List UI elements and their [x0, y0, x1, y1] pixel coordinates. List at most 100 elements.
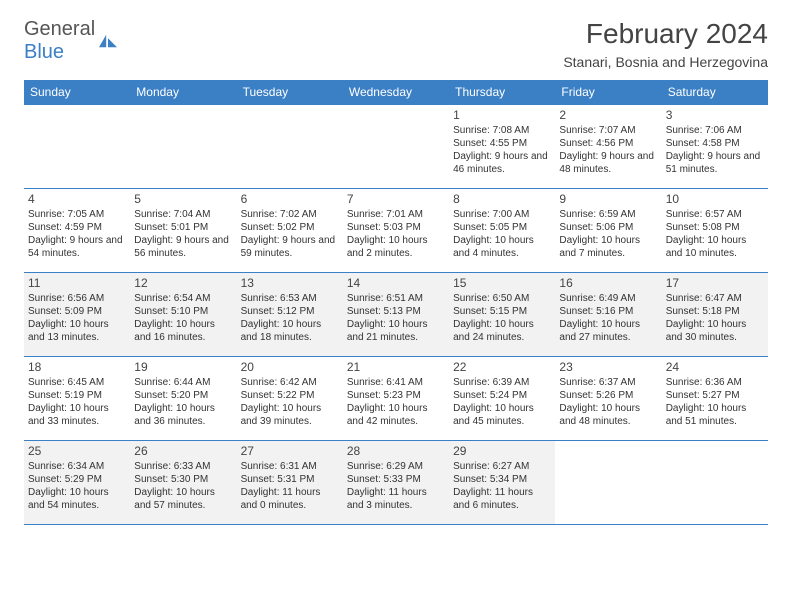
day-number: 17 — [666, 276, 764, 291]
day-number: 1 — [453, 108, 551, 123]
info-line: Sunrise: 6:59 AM — [559, 209, 657, 222]
calendar-body: 1Sunrise: 7:08 AMSunset: 4:55 PMDaylight… — [24, 105, 768, 525]
day-info: Sunrise: 6:56 AMSunset: 5:09 PMDaylight:… — [28, 293, 126, 344]
info-line: Daylight: 10 hours and 7 minutes. — [559, 235, 657, 261]
calendar-cell — [343, 105, 449, 189]
weekday-header: Wednesday — [343, 80, 449, 105]
calendar-cell: 2Sunrise: 7:07 AMSunset: 4:56 PMDaylight… — [555, 105, 661, 189]
info-line: Sunset: 5:06 PM — [559, 222, 657, 235]
info-line: Sunset: 5:24 PM — [453, 390, 551, 403]
info-line: Sunrise: 7:04 AM — [134, 209, 232, 222]
info-line: Sunrise: 6:31 AM — [241, 461, 339, 474]
calendar-cell — [130, 105, 236, 189]
day-number: 4 — [28, 192, 126, 207]
calendar-cell: 29Sunrise: 6:27 AMSunset: 5:34 PMDayligh… — [449, 441, 555, 525]
info-line: Sunset: 5:05 PM — [453, 222, 551, 235]
day-info: Sunrise: 6:29 AMSunset: 5:33 PMDaylight:… — [347, 461, 445, 512]
day-number: 27 — [241, 444, 339, 459]
day-number: 25 — [28, 444, 126, 459]
day-number: 19 — [134, 360, 232, 375]
day-info: Sunrise: 6:37 AMSunset: 5:26 PMDaylight:… — [559, 377, 657, 428]
weekday-header: Monday — [130, 80, 236, 105]
calendar-cell: 19 Sunrise: 6:44 AMSunset: 5:20 PMDayligh… — [130, 357, 236, 441]
info-line: Sunset: 5:08 PM — [666, 222, 764, 235]
info-line: Sunrise: 6:44 AM — [134, 377, 232, 390]
info-line: Sunset: 5:34 PM — [453, 474, 551, 487]
info-line: Daylight: 10 hours and 4 minutes. — [453, 235, 551, 261]
day-number: 15 — [453, 276, 551, 291]
calendar-cell: 11Sunrise: 6:56 AMSunset: 5:09 PMDayligh… — [24, 273, 130, 357]
info-line: Sunrise: 6:53 AM — [241, 293, 339, 306]
day-number: 26 — [134, 444, 232, 459]
day-number: 9 — [559, 192, 657, 207]
info-line: Sunrise: 7:07 AM — [559, 125, 657, 138]
info-line: Sunrise: 7:05 AM — [28, 209, 126, 222]
info-line: Sunrise: 6:34 AM — [28, 461, 126, 474]
calendar-cell — [555, 441, 661, 525]
calendar-cell: 28Sunrise: 6:29 AMSunset: 5:33 PMDayligh… — [343, 441, 449, 525]
calendar-week: 4Sunrise: 7:05 AMSunset: 4:59 PMDaylight… — [24, 189, 768, 273]
calendar-cell: 12Sunrise: 6:54 AMSunset: 5:10 PMDayligh… — [130, 273, 236, 357]
info-line: Sunset: 5:12 PM — [241, 306, 339, 319]
info-line: Sunset: 5:30 PM — [134, 474, 232, 487]
info-line: Daylight: 11 hours and 3 minutes. — [347, 487, 445, 513]
day-info: Sunrise: 6:27 AMSunset: 5:34 PMDaylight:… — [453, 461, 551, 512]
day-number: 2 — [559, 108, 657, 123]
info-line: Sunset: 5:18 PM — [666, 306, 764, 319]
brand-word1: General — [24, 18, 95, 40]
header: General Blue February 2024 Stanari, Bosn… — [24, 18, 768, 70]
month-title: February 2024 — [563, 18, 768, 50]
weekday-header: Sunday — [24, 80, 130, 105]
info-line: Daylight: 10 hours and 48 minutes. — [559, 403, 657, 429]
info-line: Sunset: 5:23 PM — [347, 390, 445, 403]
info-line: Sunset: 5:09 PM — [28, 306, 126, 319]
info-line: Sunset: 5:20 PM — [134, 390, 232, 403]
calendar-cell: 8Sunrise: 7:00 AMSunset: 5:05 PMDaylight… — [449, 189, 555, 273]
calendar-cell: 25Sunrise: 6:34 AMSunset: 5:29 PMDayligh… — [24, 441, 130, 525]
info-line: Daylight: 10 hours and 42 minutes. — [347, 403, 445, 429]
info-line: Daylight: 10 hours and 16 minutes. — [134, 319, 232, 345]
calendar-cell: 24Sunrise: 6:36 AMSunset: 5:27 PMDayligh… — [662, 357, 768, 441]
calendar-cell — [662, 441, 768, 525]
info-line: Sunset: 5:19 PM — [28, 390, 126, 403]
info-line: Daylight: 9 hours and 51 minutes. — [666, 151, 764, 177]
day-info: Sunrise: 6:39 AMSunset: 5:24 PMDaylight:… — [453, 377, 551, 428]
info-line: Daylight: 10 hours and 27 minutes. — [559, 319, 657, 345]
info-line: Daylight: 10 hours and 33 minutes. — [28, 403, 126, 429]
info-line: Sunset: 4:56 PM — [559, 138, 657, 151]
calendar-cell: 9 Sunrise: 6:59 AMSunset: 5:06 PMDaylight… — [555, 189, 661, 273]
day-info: Sunrise: 7:00 AMSunset: 5:05 PMDaylight:… — [453, 209, 551, 260]
location: Stanari, Bosnia and Herzegovina — [563, 54, 768, 70]
info-line: Daylight: 9 hours and 56 minutes. — [134, 235, 232, 261]
calendar-cell: 20Sunrise: 6:42 AMSunset: 5:22 PMDayligh… — [237, 357, 343, 441]
day-info: Sunrise: 7:01 AMSunset: 5:03 PMDaylight:… — [347, 209, 445, 260]
calendar-cell: 16Sunrise: 6:49 AMSunset: 5:16 PMDayligh… — [555, 273, 661, 357]
day-number: 5 — [134, 192, 232, 207]
weekday-header: Tuesday — [237, 80, 343, 105]
info-line: Daylight: 10 hours and 30 minutes. — [666, 319, 764, 345]
info-line: Sunrise: 6:50 AM — [453, 293, 551, 306]
day-info: Sunrise: 6:41 AMSunset: 5:23 PMDaylight:… — [347, 377, 445, 428]
day-info: Sunrise: 6:49 AMSunset: 5:16 PMDaylight:… — [559, 293, 657, 344]
info-line: Sunrise: 6:37 AM — [559, 377, 657, 390]
day-info: Sunrise: 6:59 AMSunset: 5:06 PMDaylight:… — [559, 209, 657, 260]
info-line: Sunrise: 7:08 AM — [453, 125, 551, 138]
calendar-cell — [237, 105, 343, 189]
info-line: Daylight: 10 hours and 36 minutes. — [134, 403, 232, 429]
info-line: Sunset: 5:13 PM — [347, 306, 445, 319]
info-line: Sunrise: 6:56 AM — [28, 293, 126, 306]
calendar-cell — [24, 105, 130, 189]
calendar-cell: 18Sunrise: 6:45 AMSunset: 5:19 PMDayligh… — [24, 357, 130, 441]
info-line: Sunset: 5:03 PM — [347, 222, 445, 235]
day-number: 13 — [241, 276, 339, 291]
info-line: Sunrise: 7:01 AM — [347, 209, 445, 222]
info-line: Sunset: 5:22 PM — [241, 390, 339, 403]
info-line: Daylight: 10 hours and 45 minutes. — [453, 403, 551, 429]
calendar-week: 1Sunrise: 7:08 AMSunset: 4:55 PMDaylight… — [24, 105, 768, 189]
info-line: Daylight: 10 hours and 57 minutes. — [134, 487, 232, 513]
day-info: Sunrise: 6:36 AMSunset: 5:27 PMDaylight:… — [666, 377, 764, 428]
info-line: Daylight: 10 hours and 51 minutes. — [666, 403, 764, 429]
info-line: Daylight: 10 hours and 21 minutes. — [347, 319, 445, 345]
calendar-cell: 3Sunrise: 7:06 AMSunset: 4:58 PMDaylight… — [662, 105, 768, 189]
calendar-cell: 17Sunrise: 6:47 AMSunset: 5:18 PMDayligh… — [662, 273, 768, 357]
